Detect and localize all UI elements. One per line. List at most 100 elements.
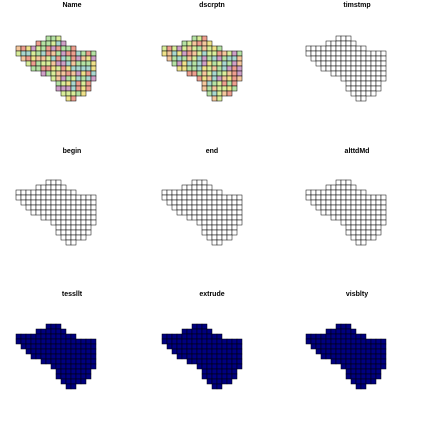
grid-cell bbox=[360, 363, 367, 370]
grid-cell bbox=[345, 75, 352, 82]
grid-cell bbox=[206, 378, 213, 385]
grid-cell bbox=[380, 55, 387, 62]
grid-cell bbox=[375, 80, 382, 87]
grid-cell bbox=[186, 189, 193, 196]
grid-cell bbox=[45, 179, 52, 186]
grid-cell bbox=[365, 90, 372, 97]
grid-cell bbox=[360, 373, 367, 380]
grid-cell bbox=[75, 90, 82, 97]
grid-cell bbox=[345, 363, 352, 370]
grid-cell bbox=[345, 55, 352, 62]
grid-cell bbox=[360, 358, 367, 365]
grid-cell bbox=[171, 343, 178, 350]
grid-cell bbox=[325, 353, 332, 360]
grid-cell bbox=[186, 40, 193, 47]
grid-cell bbox=[365, 368, 372, 375]
grid-cell bbox=[50, 209, 57, 216]
grid-cell bbox=[196, 60, 203, 67]
grid-cell bbox=[315, 189, 322, 196]
grid-cell bbox=[35, 209, 42, 216]
grid-cell bbox=[85, 224, 92, 231]
grid-cell bbox=[75, 209, 82, 216]
grid-cell bbox=[370, 368, 377, 375]
grid-cell bbox=[75, 204, 82, 211]
grid-cell bbox=[20, 199, 27, 206]
grid-cell bbox=[206, 70, 213, 77]
panel-1: Name bbox=[15, 2, 97, 102]
grid-cell bbox=[360, 50, 367, 57]
grid-cell bbox=[70, 55, 77, 62]
grid-cell bbox=[345, 189, 352, 196]
grid-cell bbox=[60, 214, 67, 221]
grid-cell bbox=[186, 358, 193, 365]
grid-cell bbox=[30, 60, 37, 67]
grid-cell bbox=[380, 70, 387, 77]
grid-cell bbox=[320, 55, 327, 62]
grid-cell bbox=[370, 353, 377, 360]
grid-cell bbox=[15, 338, 22, 345]
grid-cell bbox=[206, 219, 213, 226]
grid-cell bbox=[370, 209, 377, 216]
grid-cell bbox=[360, 224, 367, 231]
grid-cell bbox=[60, 229, 67, 236]
grid-cell bbox=[55, 358, 62, 365]
grid-cell bbox=[226, 338, 233, 345]
grid-cell bbox=[211, 189, 218, 196]
grid-cell bbox=[355, 45, 362, 52]
grid-cell bbox=[206, 328, 213, 335]
grid-cell bbox=[65, 353, 72, 360]
grid-cell bbox=[60, 378, 67, 385]
grid-cell bbox=[75, 338, 82, 345]
grid-cell bbox=[340, 323, 347, 330]
grid-cell bbox=[176, 194, 183, 201]
grid-cell bbox=[370, 348, 377, 355]
grid-cell bbox=[35, 45, 42, 52]
grid-cell bbox=[370, 55, 377, 62]
grid-cell bbox=[65, 80, 72, 87]
grid-cell bbox=[60, 90, 67, 97]
grid-cell bbox=[166, 199, 173, 206]
grid-cell bbox=[65, 229, 72, 236]
grid-cell bbox=[65, 338, 72, 345]
grid-cell bbox=[345, 333, 352, 340]
grid-cell bbox=[201, 204, 208, 211]
grid-cell bbox=[221, 80, 228, 87]
grid-cell bbox=[226, 224, 233, 231]
grid-cell bbox=[216, 55, 223, 62]
grid-cell bbox=[380, 209, 387, 216]
grid-cell bbox=[335, 343, 342, 350]
grid-cell bbox=[380, 348, 387, 355]
grid-cell bbox=[201, 189, 208, 196]
grid-cell bbox=[226, 194, 233, 201]
grid-cell bbox=[25, 204, 32, 211]
grid-cell bbox=[370, 194, 377, 201]
grid-cell bbox=[60, 224, 67, 231]
grid-cell bbox=[375, 229, 382, 236]
grid-cell bbox=[221, 214, 228, 221]
grid-cell bbox=[206, 209, 213, 216]
grid-cell bbox=[320, 194, 327, 201]
grid-cell bbox=[320, 343, 327, 350]
grid-cell bbox=[330, 199, 337, 206]
grid-cell bbox=[55, 224, 62, 231]
grid-cell bbox=[345, 184, 352, 191]
grid-cell bbox=[340, 353, 347, 360]
grid-cell bbox=[65, 343, 72, 350]
grid-cell bbox=[85, 55, 92, 62]
grid-cell bbox=[30, 348, 37, 355]
grid-cell bbox=[320, 65, 327, 72]
grid-cell bbox=[206, 358, 213, 365]
grid-cell bbox=[70, 219, 77, 226]
grid-cell bbox=[45, 70, 52, 77]
grid-cell bbox=[30, 209, 37, 216]
grid-cell bbox=[370, 234, 377, 241]
grid-cell bbox=[191, 328, 198, 335]
grid-cell bbox=[70, 348, 77, 355]
grid-cell bbox=[310, 343, 317, 350]
grid-cell bbox=[216, 378, 223, 385]
grid-cell bbox=[201, 80, 208, 87]
grid-cell bbox=[186, 348, 193, 355]
grid-cell bbox=[231, 55, 238, 62]
grid-cell bbox=[360, 383, 367, 390]
grid-cell bbox=[375, 338, 382, 345]
